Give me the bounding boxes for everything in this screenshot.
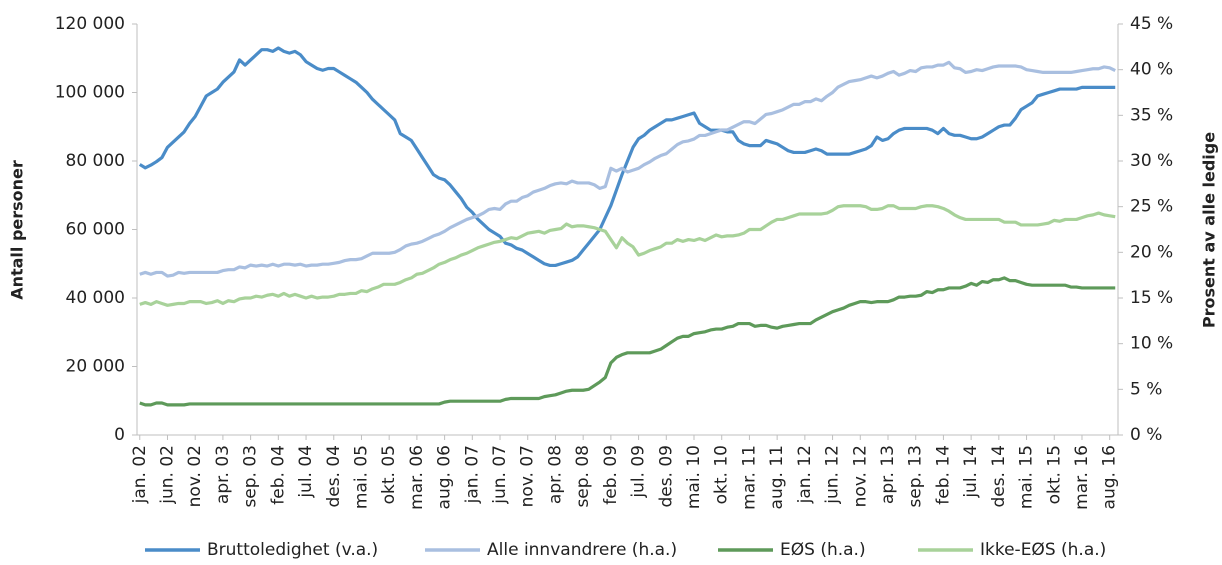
x-tick-label: jul. 09 [629, 445, 649, 499]
y-tick-label: 100 000 [55, 83, 125, 103]
x-tick-label: okt. 15 [1044, 445, 1064, 504]
line-series [139, 204, 1116, 307]
y-tick-label: 120 000 [55, 14, 125, 34]
x-tick-label: mai. 10 [684, 445, 704, 509]
line-series [138, 46, 1116, 268]
y2-tick-label: 20 % [1130, 242, 1173, 262]
x-tick-label: nov. 02 [185, 445, 205, 507]
x-tick-label: mar. 11 [739, 445, 759, 510]
legend-label: Ikke-EØS (h.a.) [980, 540, 1106, 560]
y2-tick-label: 30 % [1130, 151, 1173, 171]
legend-label: Alle innvandrere (h.a.) [487, 540, 677, 560]
x-tick-label: sep. 13 [906, 445, 926, 508]
x-tick-label: apr. 08 [545, 445, 565, 504]
line-series [139, 60, 1116, 278]
y-axis-title: Antall personer [8, 160, 27, 300]
x-tick-label: jun. 12 [823, 445, 843, 505]
y-tick-label: 40 000 [66, 288, 125, 308]
x-tick-label: okt. 10 [712, 445, 732, 504]
x-tick-label: aug. 16 [1100, 445, 1120, 509]
x-tick-label: mai. 05 [351, 445, 371, 509]
line-series [139, 276, 1116, 407]
x-tick-label: feb. 14 [933, 445, 953, 505]
y2-tick-label: 35 % [1130, 105, 1173, 125]
y2-tick-label: 25 % [1130, 197, 1173, 217]
y2-axis-title: Prosent av alle ledige [1200, 132, 1219, 328]
x-tick-label: jan. 02 [130, 445, 150, 504]
x-tick-label: nov. 07 [518, 445, 538, 507]
x-tick-label: sep. 03 [241, 445, 261, 508]
y2-tick-label: 40 % [1130, 60, 1173, 80]
x-tick-label: jul. 14 [961, 445, 981, 499]
y2-tick-label: 0 % [1130, 425, 1162, 445]
x-tick-label: jan. 12 [795, 445, 815, 504]
legend-label: Bruttoledighet (v.a.) [207, 540, 378, 560]
x-tick-label: jul. 04 [296, 445, 316, 499]
x-tick-label: des. 14 [989, 445, 1009, 508]
x-tick-label: sep. 08 [573, 445, 593, 508]
y2-tick-label: 10 % [1130, 334, 1173, 354]
x-tick-label: jun. 02 [157, 445, 177, 505]
x-tick-label: feb. 09 [601, 445, 621, 505]
x-tick-label: aug. 06 [435, 445, 455, 509]
x-tick-label: mar. 16 [1072, 445, 1092, 510]
x-tick-label: mar. 06 [407, 445, 427, 510]
y2-tick-label: 15 % [1130, 288, 1173, 308]
x-tick-label: des. 04 [324, 445, 344, 508]
x-tick-label: jan. 07 [462, 445, 482, 504]
x-tick-label: aug. 11 [767, 445, 787, 509]
x-tick-label: okt. 05 [379, 445, 399, 504]
x-tick-label: jun. 07 [490, 445, 510, 505]
y-tick-label: 20 000 [66, 357, 125, 377]
y2-tick-label: 5 % [1130, 379, 1162, 399]
legend-label: EØS (h.a.) [780, 540, 866, 560]
y-tick-label: 0 [114, 425, 125, 445]
y-tick-label: 60 000 [66, 220, 125, 240]
x-tick-label: feb. 04 [268, 445, 288, 505]
x-tick-label: apr. 13 [878, 445, 898, 504]
x-tick-label: mai. 15 [1017, 445, 1037, 509]
x-tick-label: des. 09 [656, 445, 676, 508]
x-tick-label: nov. 12 [850, 445, 870, 507]
y2-tick-label: 45 % [1130, 14, 1173, 34]
x-tick-label: apr. 03 [213, 445, 233, 504]
y-tick-label: 80 000 [66, 151, 125, 171]
